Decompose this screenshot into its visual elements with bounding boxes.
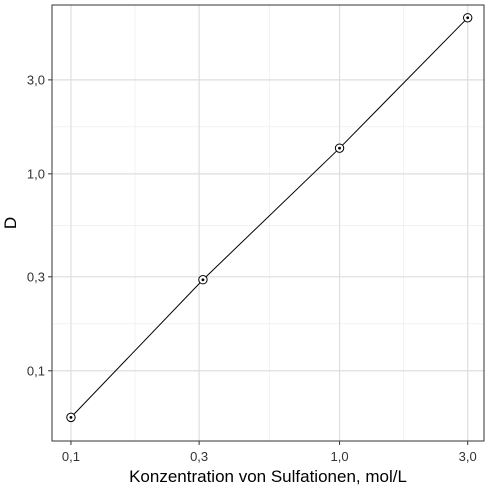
grid-lines [52, 5, 484, 441]
data-series [66, 13, 473, 423]
data-point-center [69, 415, 73, 419]
plot-panel-border [51, 4, 485, 442]
y-tick-label: 0,1 [27, 363, 45, 378]
series-line [70, 17, 469, 418]
y-tick-label: 3,0 [27, 72, 45, 87]
data-point-center [466, 16, 470, 20]
y-tick-label: 0,3 [27, 269, 45, 284]
axes: 0,1 0,3 1,0 3,0 0,1 0,3 1,0 3,0 [27, 72, 477, 464]
data-point-center [338, 146, 341, 150]
x-tick-label: 3,0 [459, 449, 477, 464]
y-tick-label: 1,0 [27, 166, 45, 181]
x-tick-label: 0,3 [190, 449, 208, 464]
x-tick-label: 1,0 [331, 449, 349, 464]
x-tick-label: 0,1 [62, 449, 80, 464]
data-point-center [201, 278, 205, 282]
x-axis-title: Konzentration von Sulfationen, mol/L [129, 467, 407, 486]
y-axis-title: D [1, 217, 20, 229]
